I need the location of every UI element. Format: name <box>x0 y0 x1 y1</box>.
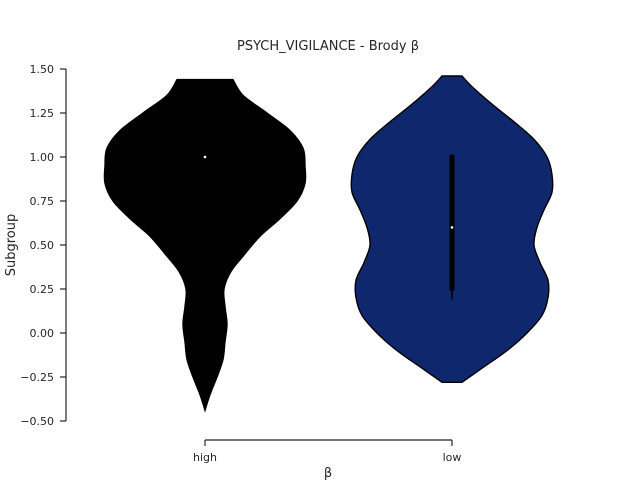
y-tick-label: 0.00 <box>30 327 55 340</box>
violin-high <box>103 78 307 413</box>
y-tick-group: −0.50 −0.25 0.00 0.25 0.50 0.75 1.00 1.25 1.50 <box>20 63 66 428</box>
y-tick-label: 0.25 <box>30 283 55 296</box>
x-tick-label: low <box>443 451 462 464</box>
y-tick-label: 1.25 <box>30 107 55 120</box>
violin-group <box>103 75 554 413</box>
y-tick-label: −0.25 <box>20 371 54 384</box>
y-tick-label: −0.50 <box>20 415 54 428</box>
x-tick-label: high <box>193 451 217 464</box>
y-tick-label: 0.50 <box>30 239 55 252</box>
median-point-low <box>450 226 454 229</box>
y-tick-label: 1.00 <box>30 151 55 164</box>
y-axis: −0.50 −0.25 0.00 0.25 0.50 0.75 1.00 1.25 1.50 <box>20 63 67 428</box>
y-tick-label: 0.75 <box>30 195 55 208</box>
y-axis-label: Subgroup <box>4 214 19 277</box>
chart-title: PSYCH_VIGILANCE - Brody β <box>237 39 419 54</box>
x-axis: high low <box>193 439 461 464</box>
x-tick-group: high low <box>193 440 461 464</box>
x-axis-label: β <box>324 466 332 480</box>
y-tick-label: 1.50 <box>30 63 55 76</box>
median-point-high <box>203 155 207 159</box>
